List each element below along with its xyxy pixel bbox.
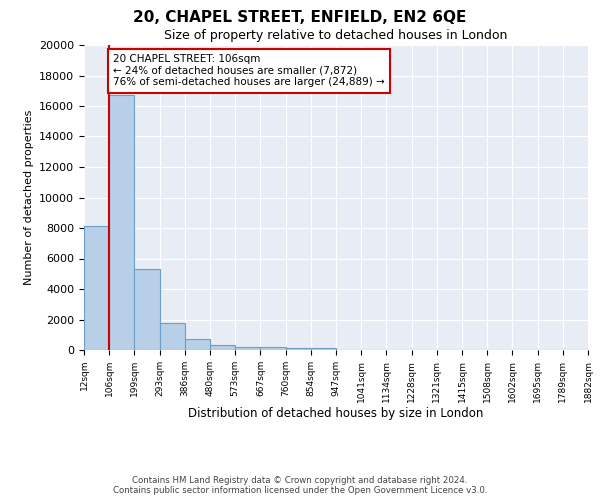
Bar xyxy=(160,324,185,350)
Bar xyxy=(109,96,134,350)
Bar xyxy=(185,340,210,350)
Title: Size of property relative to detached houses in London: Size of property relative to detached ho… xyxy=(164,30,508,43)
Bar xyxy=(235,346,260,350)
Text: 20 CHAPEL STREET: 106sqm
← 24% of detached houses are smaller (7,872)
76% of sem: 20 CHAPEL STREET: 106sqm ← 24% of detach… xyxy=(113,54,385,88)
Bar xyxy=(210,346,235,350)
Bar xyxy=(286,348,311,350)
Bar xyxy=(311,348,336,350)
X-axis label: Distribution of detached houses by size in London: Distribution of detached houses by size … xyxy=(188,408,484,420)
Y-axis label: Number of detached properties: Number of detached properties xyxy=(23,110,34,285)
Bar xyxy=(134,269,160,350)
Bar xyxy=(84,226,109,350)
Text: Contains HM Land Registry data © Crown copyright and database right 2024.
Contai: Contains HM Land Registry data © Crown c… xyxy=(113,476,487,495)
Text: 20, CHAPEL STREET, ENFIELD, EN2 6QE: 20, CHAPEL STREET, ENFIELD, EN2 6QE xyxy=(133,10,467,25)
Bar xyxy=(260,348,286,350)
